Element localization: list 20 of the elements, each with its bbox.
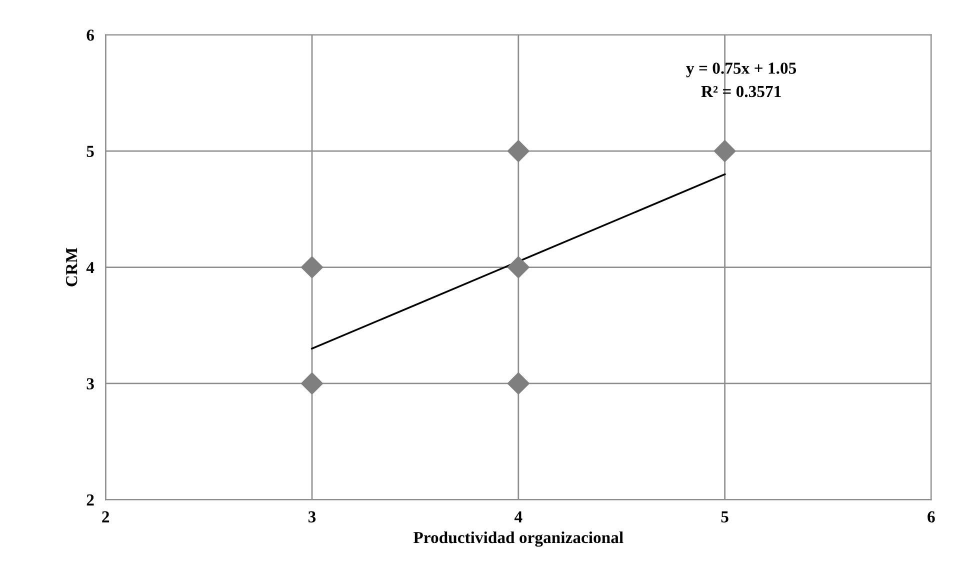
point <box>507 140 530 162</box>
point <box>301 372 323 394</box>
y-tick-label: 5 <box>86 146 94 158</box>
y-tick-label: 4 <box>86 262 94 274</box>
point <box>507 256 530 278</box>
x-tick-label: 2 <box>102 511 110 522</box>
x-tick-label: 3 <box>308 511 316 522</box>
x-tick-label: 6 <box>928 511 935 522</box>
x-axis-title: Productividad organizacional <box>414 531 624 547</box>
y-tick-label: 3 <box>86 378 94 390</box>
x-tick-label: 5 <box>721 511 728 522</box>
annotation: R² = 0.3571 <box>701 86 781 98</box>
y-axis-title: CRM <box>66 248 78 286</box>
y-tick-label: 6 <box>86 30 94 41</box>
annotation: y = 0.75x + 1.05 <box>686 62 796 78</box>
point <box>507 372 530 394</box>
x-tick-label: 4 <box>514 511 522 522</box>
point <box>714 140 736 162</box>
y-tick-label: 2 <box>86 494 94 506</box>
point <box>301 256 323 278</box>
